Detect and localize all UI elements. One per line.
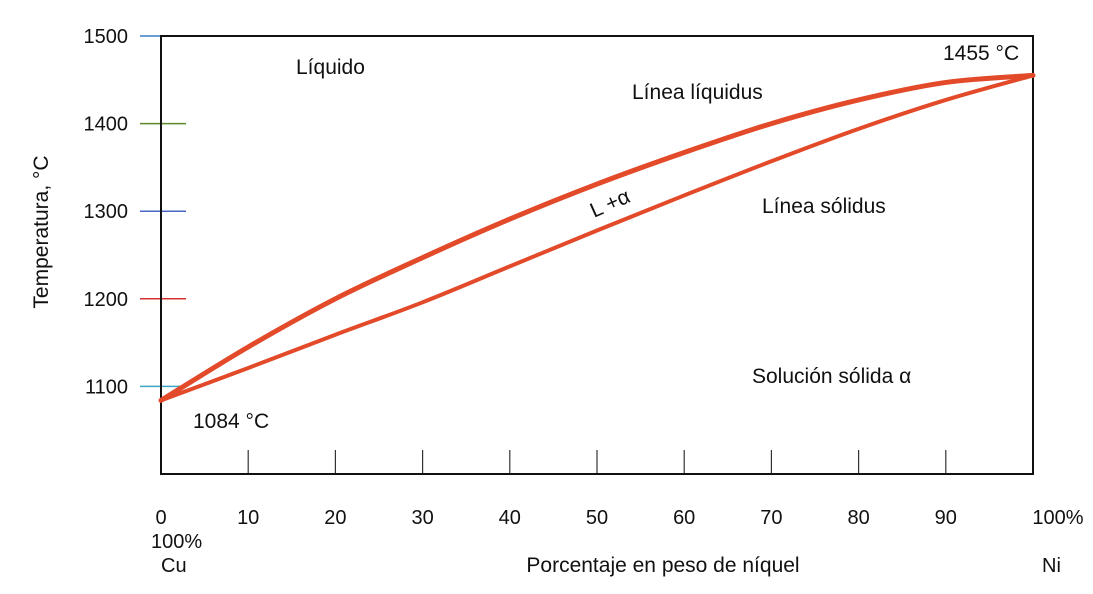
solid-solution-label: Solución sólida α [752,365,911,388]
y-tick-label: 1400 [84,114,129,136]
x-axis-title: Porcentaje en peso de níquel [526,554,799,577]
x-tick-label: 20 [324,507,346,529]
series-lines [158,72,1036,403]
cu-element-label: Cu [161,555,187,577]
x-tick-label: 90 [935,507,957,529]
cu-percent-label: 100% [151,531,202,553]
y-axis-ticks: 1100 1200 1300 1400 1500 [84,26,186,398]
x-tick-label: 40 [499,507,521,529]
x-tick-label: 30 [411,507,433,529]
ni-element-label: Ni [1042,555,1061,577]
solidus-line [159,73,1035,403]
x-tick-label: 100% [1032,507,1083,529]
solidus-line-label: Línea sólidus [762,195,886,218]
y-tick-label: 1500 [84,26,129,48]
x-tick-label: 0 [155,507,166,529]
y-axis-title: Temperatura, °C [30,155,53,308]
plot-frame [160,35,1034,475]
cu-melting-point-label: 1084 °C [193,410,269,433]
x-tick-label: 70 [760,507,782,529]
x-tick-label: 50 [586,507,608,529]
x-axis-ticks: 0 10 20 30 40 50 60 70 80 90 100% [155,450,1084,529]
liquid-region-label: Líquido [296,56,365,79]
ni-melting-point-label: 1455 °C [943,42,1019,65]
x-tick-label: 10 [237,507,259,529]
liquidus-line-label: Línea líquidus [632,81,763,104]
y-tick-label: 1200 [84,289,129,311]
x-tick-label: 80 [847,507,869,529]
liquidus-line [158,72,1036,403]
y-tick-label: 1300 [84,201,129,223]
y-tick-label: 1100 [85,376,128,398]
x-tick-label: 60 [673,507,695,529]
